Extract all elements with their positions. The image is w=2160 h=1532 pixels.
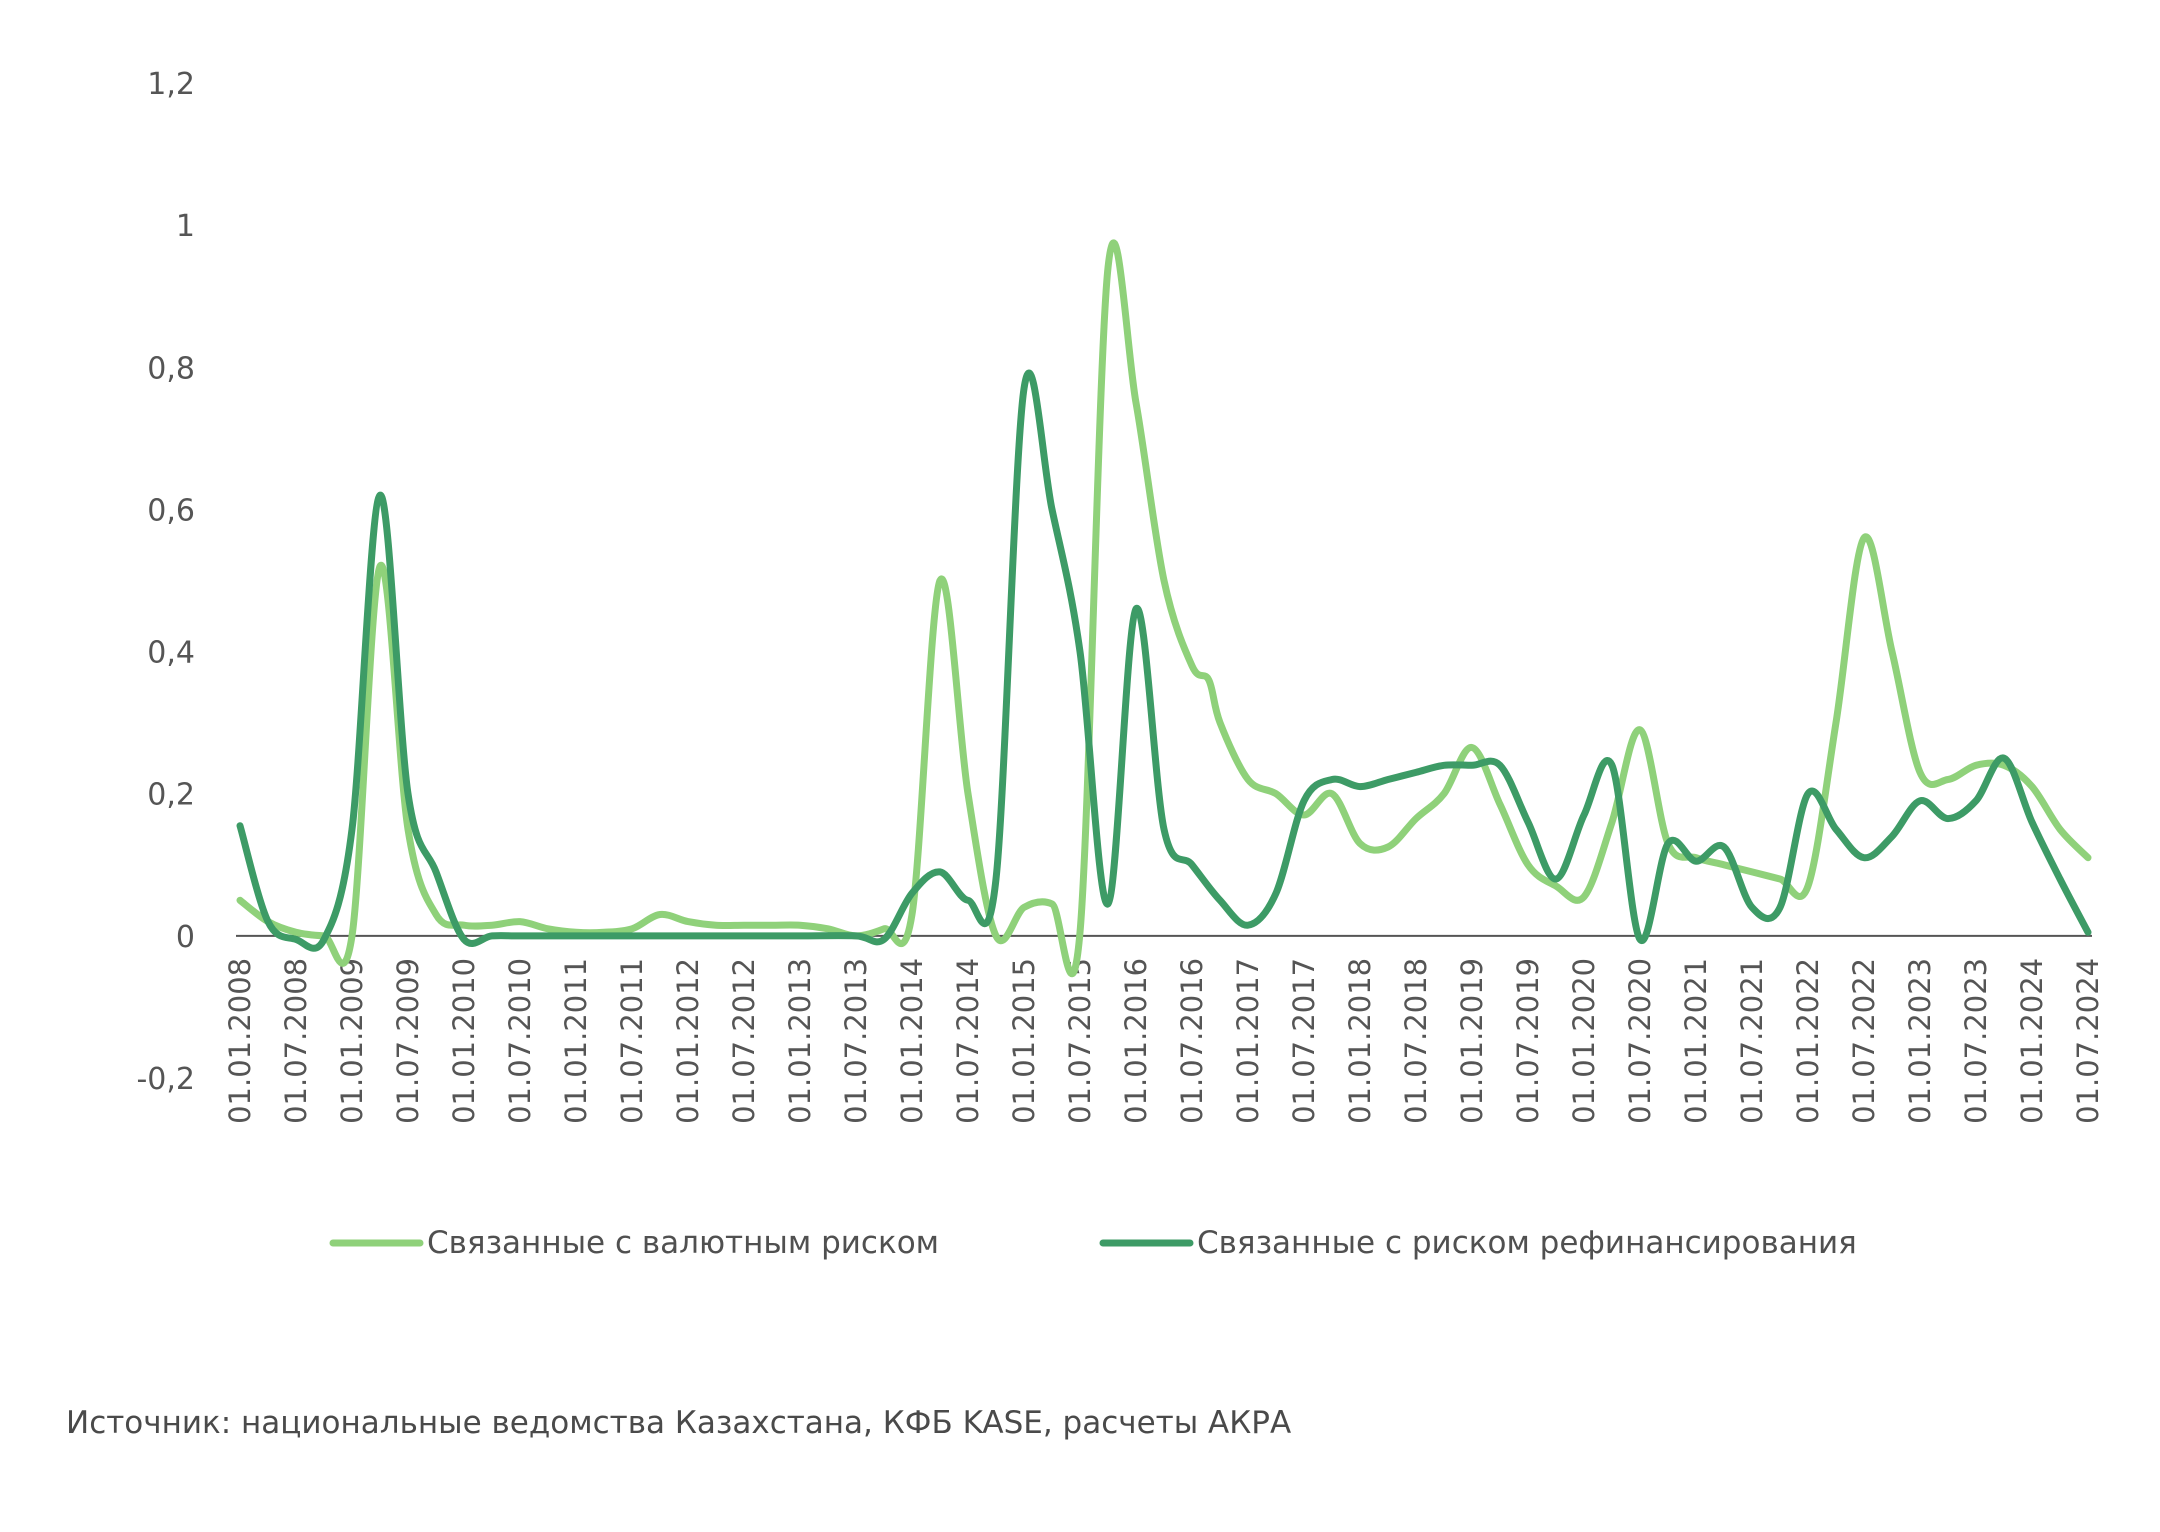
x-tick-label: 01.07.2022 xyxy=(1847,958,1881,1124)
series-lines xyxy=(236,239,2092,978)
y-tick-label: -0,2 xyxy=(136,1062,195,1097)
y-tick-label: 1 xyxy=(176,209,195,244)
x-tick-label: 01.07.2023 xyxy=(1959,958,1993,1124)
x-tick-label: 01.07.2012 xyxy=(727,958,761,1124)
x-tick-label: 01.01.2017 xyxy=(1231,958,1265,1124)
x-tick-label: 01.01.2010 xyxy=(447,958,481,1124)
x-tick-label: 01.01.2012 xyxy=(671,958,705,1124)
legend-item-refinancing-risk[interactable]: Связанные с риском рефинансирования xyxy=(1099,1225,1857,1261)
x-tick-label: 01.01.2019 xyxy=(1455,958,1489,1124)
x-tick-label: 01.07.2019 xyxy=(1511,958,1545,1124)
x-tick-label: 01.01.2008 xyxy=(223,958,257,1124)
x-tick-label: 01.01.2018 xyxy=(1343,958,1377,1124)
x-tick-label: 01.07.2017 xyxy=(1287,958,1321,1124)
x-tick-label: 01.07.2018 xyxy=(1399,958,1433,1124)
x-tick-label: 01.01.2013 xyxy=(783,958,817,1124)
x-tick-label: 01.01.2022 xyxy=(1791,958,1825,1124)
line-chart: -0,2 0 0,2 0,4 0,6 0,8 1 1,2 01.01.2008 01.07.20… xyxy=(136,67,2105,1261)
x-tick-label: 01.01.2021 xyxy=(1679,958,1713,1124)
y-tick-label: 0 xyxy=(176,920,195,955)
x-tick-label: 01.01.2014 xyxy=(895,958,929,1124)
legend-label-refinancing-risk: Связанные с риском рефинансирования xyxy=(1197,1225,1857,1261)
x-tick-label: 01.01.2024 xyxy=(2015,958,2049,1124)
series-line-currency-risk xyxy=(236,239,2092,978)
x-tick-label: 01.01.2023 xyxy=(1903,958,1937,1124)
source-note: Источник: национальные ведомства Казахст… xyxy=(66,1405,1292,1441)
y-tick-label: 0,6 xyxy=(147,493,195,528)
legend-item-currency-risk[interactable]: Связанные с валютным риском xyxy=(329,1225,939,1261)
x-tick-label: 01.07.2008 xyxy=(279,958,313,1124)
x-tick-label: 01.01.2020 xyxy=(1567,958,1601,1124)
x-tick-label: 01.07.2020 xyxy=(1623,958,1657,1124)
x-tick-label: 01.07.2016 xyxy=(1175,958,1209,1124)
y-tick-label: 0,2 xyxy=(147,778,195,813)
x-tick-label: 01.07.2009 xyxy=(391,958,425,1124)
x-tick-label: 01.07.2021 xyxy=(1735,958,1769,1124)
x-tick-label: 01.01.2016 xyxy=(1119,958,1153,1124)
y-tick-label: 0,8 xyxy=(147,351,195,386)
x-tick-label: 01.07.2013 xyxy=(839,958,873,1124)
series-line-refinancing-risk xyxy=(236,369,2092,952)
x-tick-label: 01.07.2015 xyxy=(1063,958,1097,1124)
x-axis-ticks: 01.01.2008 01.07.2008 01.01.2009 01.07.2009… xyxy=(223,958,2105,1124)
x-tick-label: 01.07.2010 xyxy=(503,958,537,1124)
x-tick-label: 01.07.2024 xyxy=(2071,958,2105,1124)
x-tick-label: 01.07.2014 xyxy=(951,958,985,1124)
x-tick-label: 01.01.2009 xyxy=(335,958,369,1124)
x-tick-label: 01.07.2011 xyxy=(615,958,649,1124)
y-tick-label: 1,2 xyxy=(147,67,195,102)
x-tick-label: 01.01.2015 xyxy=(1007,958,1041,1124)
y-tick-label: 0,4 xyxy=(147,636,195,671)
legend: Связанные с валютным риском Связанные с … xyxy=(329,1225,1857,1261)
legend-label-currency-risk: Связанные с валютным риском xyxy=(427,1225,939,1261)
chart-area: -0,2 0 0,2 0,4 0,6 0,8 1 1,2 01.01.2008 01.07.20… xyxy=(136,67,2105,1261)
x-tick-label: 01.01.2011 xyxy=(559,958,593,1124)
y-axis-ticks: -0,2 0 0,2 0,4 0,6 0,8 1 1,2 xyxy=(136,67,195,1097)
